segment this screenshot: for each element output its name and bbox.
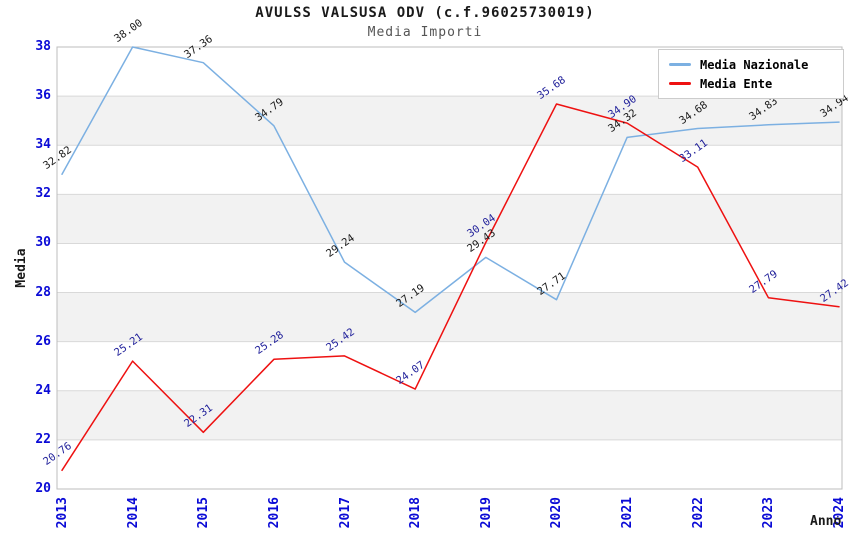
x-tick-label: 2017 (337, 497, 353, 529)
x-axis-title: Anno (810, 514, 842, 529)
series-line-media-nazionale (61, 46, 840, 314)
y-tick-label: 28 (35, 284, 51, 300)
media-ente-line-swatch (669, 82, 691, 85)
x-tick-label: 2020 (549, 497, 565, 529)
plot-border (56, 46, 843, 490)
y-tick-label: 20 (35, 481, 51, 496)
legend-label: Media Nazionale (700, 57, 809, 72)
chart-title: AVULSS VALSUSA ODV (c.f.96025730019) (255, 5, 595, 21)
x-tick-label: 2023 (761, 497, 777, 529)
legend: Media Nazionale Media Ente (658, 49, 844, 99)
legend-label: Media Ente (700, 76, 773, 91)
x-tick-label: 2019 (478, 497, 494, 529)
x-tick-label: 2021 (620, 497, 636, 529)
y-tick-label: 24 (35, 382, 51, 398)
y-tick-label: 26 (35, 333, 51, 349)
y-tick-label: 36 (35, 88, 51, 104)
plot-band (57, 96, 842, 146)
y-axis-title: Media (14, 248, 29, 288)
x-tick-label: 2015 (196, 497, 212, 529)
plot-band (57, 194, 842, 244)
series-line-media-ente (61, 103, 840, 472)
media-nazionale-line-swatch (669, 63, 691, 66)
x-tick-label: 2014 (125, 497, 141, 529)
x-tick-label: 2013 (55, 497, 70, 529)
y-tick-label: 22 (35, 431, 51, 447)
legend-item-media-nazionale: Media Nazionale (669, 58, 833, 72)
y-tick-label: 32 (35, 186, 51, 202)
y-tick-label: 38 (35, 39, 51, 54)
y-tick-label: 30 (35, 235, 51, 251)
chart-subtitle: Media Importi (367, 25, 483, 40)
x-tick-label: 2022 (690, 497, 706, 529)
x-tick-label: 2016 (266, 497, 282, 529)
y-tick-label: 34 (35, 137, 51, 153)
legend-item-media-ente: Media Ente (669, 77, 833, 91)
x-tick-label: 2018 (408, 497, 424, 529)
plot-band (57, 390, 842, 440)
